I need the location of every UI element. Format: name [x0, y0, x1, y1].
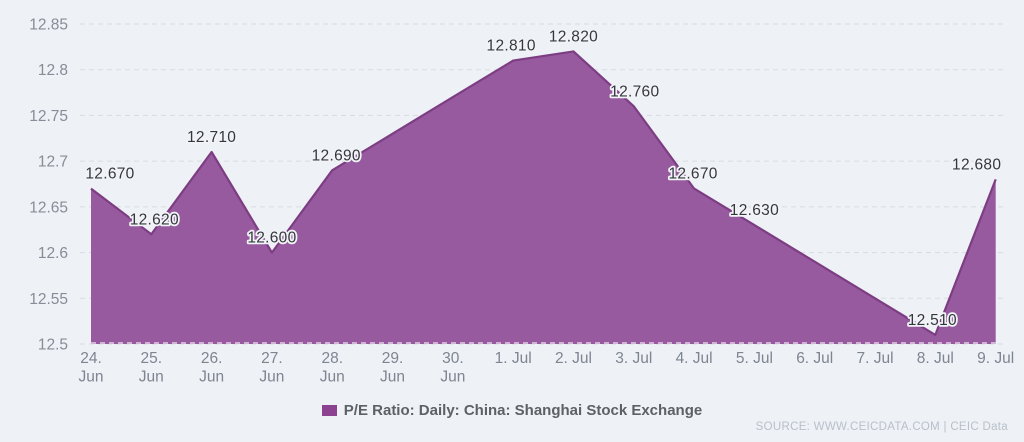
point-label: 12.600 — [247, 230, 296, 247]
point-label: 12.630 — [730, 202, 779, 219]
legend-swatch-icon — [321, 404, 337, 416]
y-axis-tick-label: 12.55 — [29, 291, 68, 308]
point-label: 12.510 — [908, 312, 957, 329]
point-label: 12.670 — [668, 166, 717, 183]
pe-ratio-area-chart: 12.5 12.55 12.6 12.65 12.7 12.75 12.8 12.85 24. J… — [29, 17, 1014, 386]
point-label: 12.690 — [312, 147, 361, 164]
point-label: 12.670 — [85, 166, 134, 183]
y-axis-tick-label: 12.75 — [29, 108, 68, 125]
x-axis-tick-label: 1. Jul — [495, 350, 532, 367]
x-axis-tick-label: 8. Jul — [917, 350, 954, 367]
x-axis-tick-label: Jun — [320, 369, 345, 386]
x-axis-tick-label: 3. Jul — [615, 350, 652, 367]
x-axis-tick-label: 2. Jul — [555, 350, 592, 367]
x-axis-tick-label: Jun — [380, 369, 405, 386]
x-axis-tick-label: 29. — [382, 350, 404, 367]
x-axis-tick-label: 27. — [261, 350, 283, 367]
series-line — [90, 50, 997, 336]
x-axis-tick-label: 25. — [141, 350, 163, 367]
y-axis-tick-label: 12.8 — [38, 62, 68, 79]
point-label: 12.710 — [187, 129, 236, 146]
x-axis-tick-label: 26. — [201, 350, 223, 367]
legend[interactable]: P/E Ratio: Daily: China: Shanghai Stock … — [0, 400, 1024, 420]
series-area[interactable] — [91, 51, 996, 345]
x-axis-tick-label: 4. Jul — [676, 350, 713, 367]
x-axis-tick-label: 30. — [442, 350, 464, 367]
x-axis-tick-label: 7. Jul — [856, 350, 893, 367]
x-axis-tick-label: 6. Jul — [796, 350, 833, 367]
x-axis-tick-label: Jun — [139, 369, 164, 386]
legend-label: P/E Ratio: Daily: China: Shanghai Stock … — [343, 401, 703, 419]
point-label: 12.680 — [952, 156, 1001, 173]
y-axis-tick-label: 12.6 — [38, 245, 68, 262]
point-label: 12.760 — [610, 83, 659, 100]
x-axis-tick-label: 9. Jul — [977, 350, 1014, 367]
point-label: 12.620 — [130, 211, 179, 228]
x-axis-tick-label: 5. Jul — [736, 350, 773, 367]
x-axis-tick-label: Jun — [259, 369, 284, 386]
y-axis-tick-label: 12.65 — [29, 199, 68, 216]
y-axis-tick-label: 12.5 — [38, 337, 68, 354]
x-axis-tick-label: Jun — [440, 369, 465, 386]
point-label: 12.810 — [487, 38, 536, 55]
source-attribution: SOURCE: WWW.CEICDATA.COM | CEIC Data — [755, 421, 1008, 433]
x-axis-tick-label: 24. — [80, 350, 102, 367]
point-label: 12.820 — [549, 28, 598, 45]
y-axis-tick-label: 12.85 — [29, 17, 68, 34]
x-axis-tick-label: Jun — [199, 369, 224, 386]
x-axis-tick-label: Jun — [79, 369, 104, 386]
y-axis-tick-label: 12.7 — [38, 154, 68, 171]
x-axis-tick-label: 28. — [321, 350, 343, 367]
